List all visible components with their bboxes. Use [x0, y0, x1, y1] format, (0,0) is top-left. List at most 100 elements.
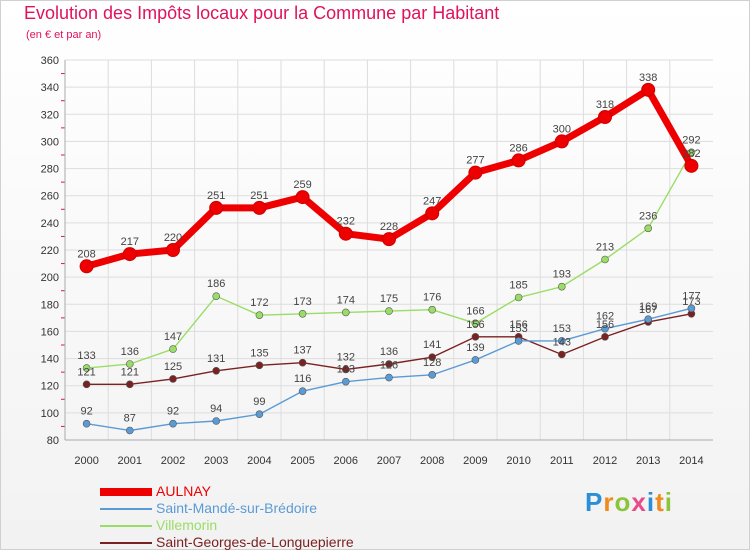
data-point	[341, 377, 350, 386]
data-label: 156	[466, 319, 484, 331]
data-point	[212, 292, 220, 300]
data-point	[126, 426, 134, 435]
data-label: 338	[639, 72, 657, 84]
proxiti-logo: Proxiti	[585, 487, 673, 518]
y-tick-label: 240	[41, 218, 59, 230]
data-point	[79, 259, 94, 274]
data-point	[298, 387, 307, 395]
data-label: 220	[164, 232, 182, 244]
data-label: 166	[466, 305, 484, 317]
y-tick-label: 360	[41, 55, 59, 67]
data-point	[471, 356, 480, 364]
data-label: 277	[466, 155, 484, 167]
data-label: 175	[380, 293, 398, 305]
x-tick-label: 2014	[679, 455, 703, 467]
logo-letter: r	[603, 487, 615, 517]
data-point	[166, 243, 180, 257]
legend-label: Villemorin	[156, 517, 218, 533]
x-tick-label: 2005	[290, 455, 314, 467]
data-point	[425, 206, 440, 221]
data-label: 213	[596, 242, 614, 254]
data-label: 318	[596, 99, 614, 111]
data-point	[598, 110, 612, 124]
data-label: 99	[253, 396, 265, 408]
data-point	[385, 373, 393, 382]
data-point	[82, 364, 91, 372]
chart-title: Evolution des Impôts locaux pour la Comm…	[24, 3, 500, 23]
data-point	[298, 309, 307, 318]
data-label: 208	[77, 248, 95, 260]
data-label: 132	[337, 351, 355, 363]
data-label: 186	[207, 278, 225, 290]
data-label: 126	[380, 360, 398, 372]
x-tick-label: 2001	[118, 455, 142, 467]
data-label: 251	[207, 190, 225, 202]
data-point	[341, 365, 350, 374]
data-point	[252, 200, 267, 215]
data-label: 169	[639, 301, 657, 313]
data-label: 228	[380, 221, 398, 233]
data-point	[338, 226, 353, 241]
y-tick-label: 320	[41, 109, 59, 121]
data-label: 292	[682, 134, 700, 146]
data-label: 136	[380, 346, 398, 358]
data-label: 282	[682, 148, 700, 160]
x-tick-label: 2011	[550, 455, 574, 467]
data-label: 92	[80, 406, 92, 418]
x-tick-label: 2008	[420, 455, 444, 467]
x-tick-label: 2010	[506, 455, 530, 467]
x-tick-label: 2000	[74, 455, 98, 467]
data-label: 236	[639, 210, 657, 222]
data-point	[212, 366, 220, 375]
data-label: 300	[553, 123, 571, 135]
data-point	[557, 282, 566, 291]
y-tick-label: 100	[41, 408, 59, 420]
data-point	[255, 311, 264, 319]
data-label: 167	[639, 304, 657, 316]
data-point	[295, 190, 310, 205]
data-point	[644, 315, 653, 324]
data-point	[82, 419, 91, 428]
data-point	[514, 337, 523, 345]
y-tick-label: 120	[41, 381, 59, 393]
y-tick-label: 160	[41, 326, 59, 338]
data-label: 125	[164, 361, 182, 373]
data-label: 156	[596, 319, 614, 331]
data-point	[641, 82, 656, 97]
chart-subtitle: (en € et par an)	[26, 29, 102, 41]
logo-letter: i	[646, 487, 656, 517]
data-label: 173	[293, 296, 311, 308]
legend-swatch	[100, 542, 152, 544]
data-label: 128	[423, 357, 441, 369]
data-point	[126, 380, 134, 389]
data-point	[428, 353, 437, 362]
data-point	[557, 350, 566, 359]
x-tick-label: 2007	[377, 455, 401, 467]
data-point	[382, 232, 396, 247]
data-label: 247	[423, 195, 441, 207]
data-label: 131	[207, 353, 225, 365]
data-label: 121	[77, 366, 95, 378]
data-label: 286	[509, 142, 527, 154]
data-label: 176	[423, 292, 441, 304]
data-label: 172	[250, 297, 268, 309]
x-tick-label: 2003	[204, 455, 228, 467]
data-label: 251	[250, 190, 268, 202]
data-label: 153	[553, 323, 571, 335]
data-point	[601, 333, 609, 341]
data-point	[468, 165, 483, 180]
y-tick-label: 340	[41, 82, 59, 94]
data-point	[298, 358, 307, 367]
data-label: 162	[596, 311, 614, 323]
axes: 80 100 120 140 160 180 200 220 240 260 280 300 320 34…	[41, 55, 713, 467]
data-label: 259	[293, 179, 311, 191]
data-label: 123	[337, 364, 355, 376]
data-label: 156	[509, 319, 527, 331]
y-tick-label: 220	[41, 245, 59, 257]
data-label: 141	[423, 339, 441, 351]
x-tick-label: 2006	[334, 455, 358, 467]
x-tick-label: 2012	[593, 455, 617, 467]
legend-swatch	[100, 488, 152, 496]
data-point	[126, 360, 134, 368]
